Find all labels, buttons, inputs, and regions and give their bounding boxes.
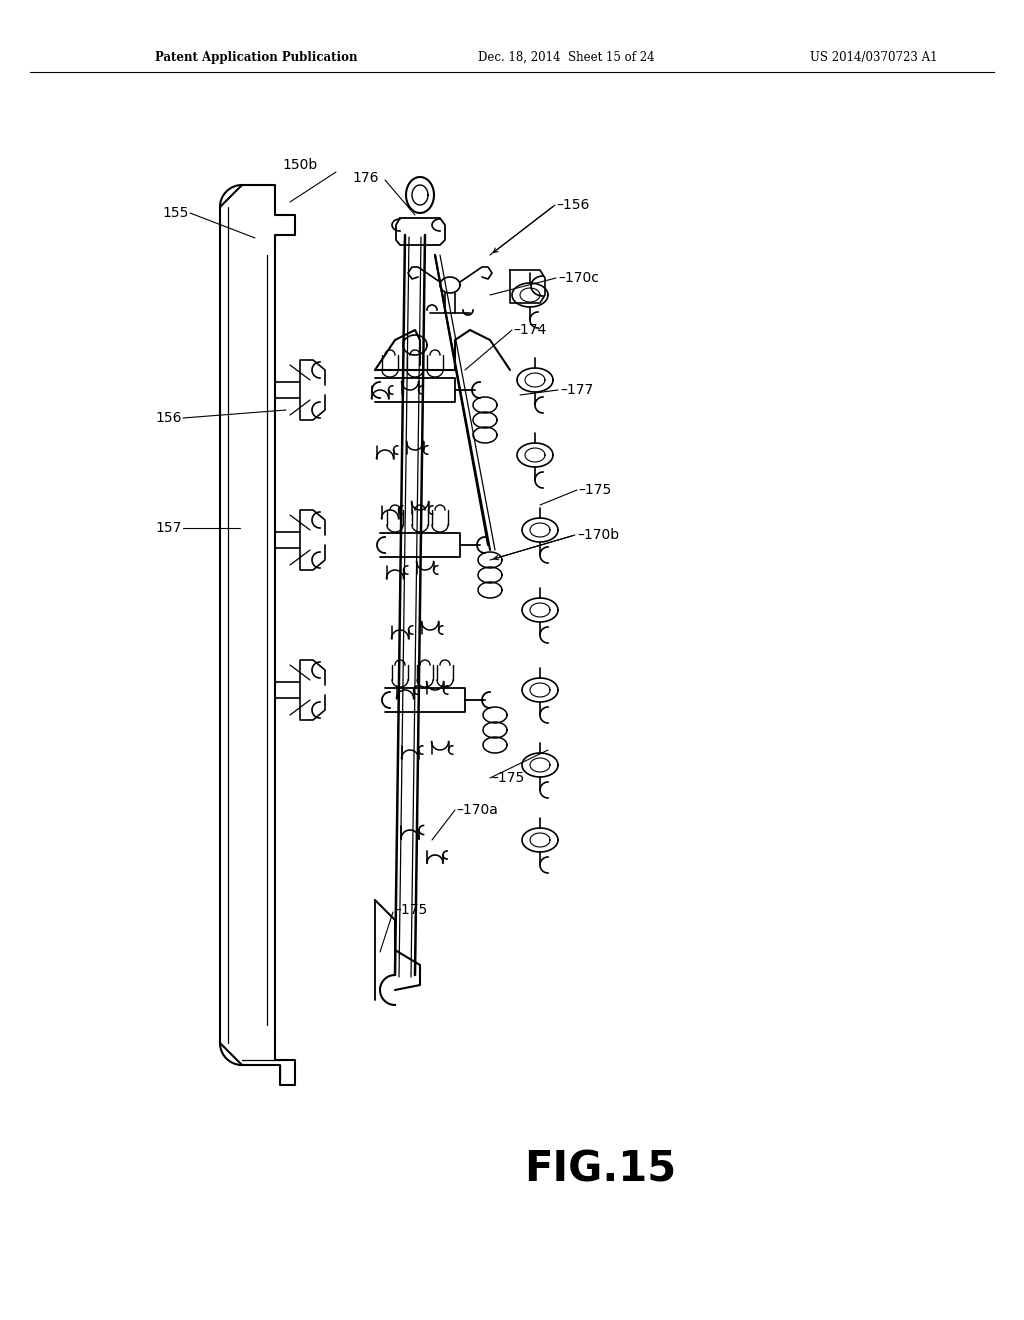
Text: 155: 155: [162, 206, 188, 220]
Text: –170b: –170b: [577, 528, 620, 543]
Text: 176: 176: [352, 172, 379, 185]
Text: Dec. 18, 2014  Sheet 15 of 24: Dec. 18, 2014 Sheet 15 of 24: [478, 50, 654, 63]
Text: –175: –175: [490, 771, 524, 785]
Text: 157: 157: [155, 521, 181, 535]
Text: –156: –156: [556, 198, 590, 213]
Text: US 2014/0370723 A1: US 2014/0370723 A1: [810, 50, 938, 63]
Text: –175: –175: [394, 903, 427, 917]
Text: 150b: 150b: [283, 158, 317, 172]
Text: FIG.15: FIG.15: [524, 1148, 676, 1191]
Text: –174: –174: [513, 323, 546, 337]
Text: 156: 156: [155, 411, 181, 425]
Text: –170c: –170c: [558, 271, 599, 285]
Text: –175: –175: [578, 483, 611, 498]
Text: –177: –177: [560, 383, 593, 397]
Text: Patent Application Publication: Patent Application Publication: [155, 50, 357, 63]
Text: –170a: –170a: [456, 803, 498, 817]
